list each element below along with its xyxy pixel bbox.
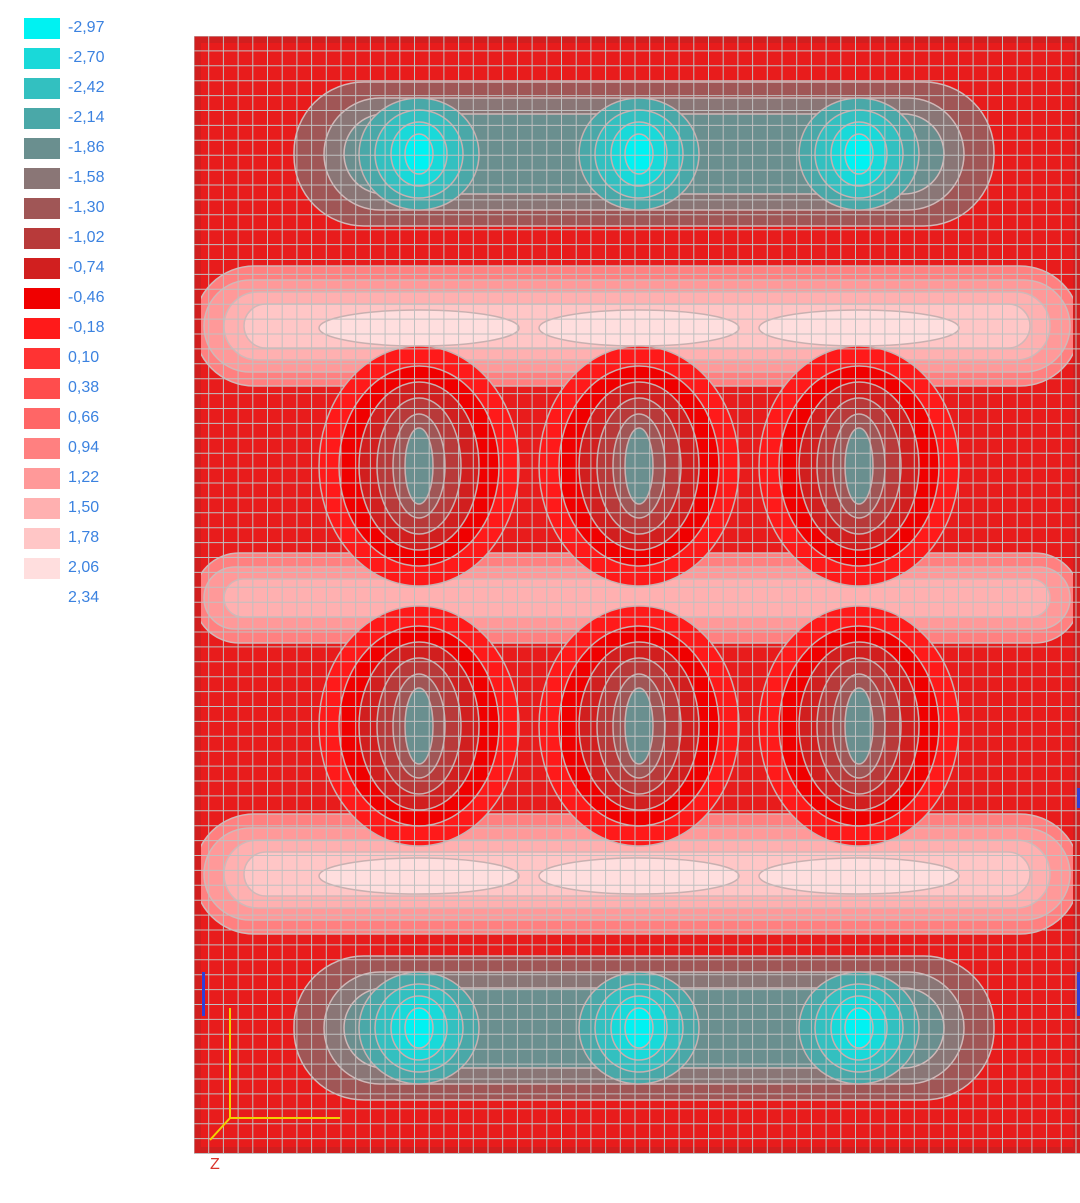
legend-swatch	[24, 168, 60, 189]
legend-value: -0,74	[68, 259, 105, 276]
legend-value: -0,18	[68, 319, 105, 336]
legend-value: 1,50	[68, 499, 100, 516]
legend-swatch	[24, 228, 60, 249]
legend-swatch	[24, 108, 60, 129]
legend-value: 0,38	[68, 379, 100, 396]
stress-contour-map	[194, 36, 1080, 1154]
negative-peak	[404, 133, 434, 175]
legend-entry: 0,10	[24, 344, 174, 374]
negative-peak	[844, 133, 874, 175]
legend-value: 0,66	[68, 409, 100, 426]
axis-triad	[209, 1008, 340, 1141]
legend-value: -0,46	[68, 289, 105, 306]
mesh-grid	[194, 36, 1080, 1154]
legend-swatch	[24, 318, 60, 339]
negative-peak	[624, 427, 654, 505]
legend-swatch	[24, 558, 60, 579]
legend-entry: 0,66	[24, 404, 174, 434]
legend-swatch	[24, 198, 60, 219]
positive-peak	[318, 309, 520, 347]
positive-peak	[318, 857, 520, 895]
legend-swatch	[24, 378, 60, 399]
legend-value: -1,86	[68, 139, 105, 156]
negative-peak	[624, 1007, 654, 1049]
legend-swatch	[24, 348, 60, 369]
legend-swatch	[24, 138, 60, 159]
legend-swatch	[24, 588, 60, 609]
legend-swatch	[24, 528, 60, 549]
legend-value: -2,14	[68, 109, 105, 126]
contour-legend: -2,97 -2,70 -2,42 -2,14 -1,86 -1,58 -1,30 -1,02…	[24, 14, 174, 614]
legend-swatch	[24, 78, 60, 99]
legend-swatch	[24, 408, 60, 429]
negative-peak	[404, 427, 434, 505]
support-marker-right-mid	[1077, 788, 1080, 808]
legend-entry: -2,97	[24, 14, 174, 44]
legend-entry: -0,74	[24, 254, 174, 284]
negative-peak	[404, 1007, 434, 1049]
legend-value: -1,02	[68, 229, 105, 246]
legend-swatch	[24, 438, 60, 459]
negative-peak	[844, 687, 874, 765]
support-marker-right	[1077, 972, 1080, 1016]
legend-value: -1,30	[68, 199, 105, 216]
legend-entry: -0,18	[24, 314, 174, 344]
legend-entry: 1,22	[24, 464, 174, 494]
legend-swatch	[24, 468, 60, 489]
legend-swatch	[24, 498, 60, 519]
legend-entry: 2,34	[24, 584, 174, 614]
legend-swatch	[24, 18, 60, 39]
legend-entry: 0,94	[24, 434, 174, 464]
legend-entry: -1,86	[24, 134, 174, 164]
legend-value: 0,10	[68, 349, 100, 366]
contour-plot	[194, 36, 1080, 1154]
legend-entry: 1,78	[24, 524, 174, 554]
legend-entry: -1,02	[24, 224, 174, 254]
legend-entry: 2,06	[24, 554, 174, 584]
legend-swatch	[24, 48, 60, 69]
legend-value: 0,94	[68, 439, 100, 456]
legend-value: 2,34	[68, 589, 100, 606]
axis-depth	[209, 1117, 231, 1141]
legend-value: -2,42	[68, 79, 105, 96]
axis-label-z: Z	[210, 1156, 220, 1173]
legend-entry: 1,50	[24, 494, 174, 524]
legend-swatch	[24, 288, 60, 309]
legend-value: -1,58	[68, 169, 105, 186]
legend-entry: -2,70	[24, 44, 174, 74]
legend-value: 2,06	[68, 559, 100, 576]
contour-bands	[194, 36, 1080, 1154]
legend-entry: -2,42	[24, 74, 174, 104]
legend-entry: -1,58	[24, 164, 174, 194]
legend-entry: 0,38	[24, 374, 174, 404]
legend-value: -2,70	[68, 49, 105, 66]
negative-peak	[844, 1007, 874, 1049]
legend-entry: -0,46	[24, 284, 174, 314]
support-marker-left	[202, 972, 205, 1016]
negative-peak	[624, 133, 654, 175]
negative-peak	[624, 687, 654, 765]
legend-value: -2,97	[68, 19, 105, 36]
legend-entry: -2,14	[24, 104, 174, 134]
legend-value: 1,22	[68, 469, 100, 486]
negative-peak	[844, 427, 874, 505]
legend-value: 1,78	[68, 529, 100, 546]
legend-entry: -1,30	[24, 194, 174, 224]
legend-swatch	[24, 258, 60, 279]
